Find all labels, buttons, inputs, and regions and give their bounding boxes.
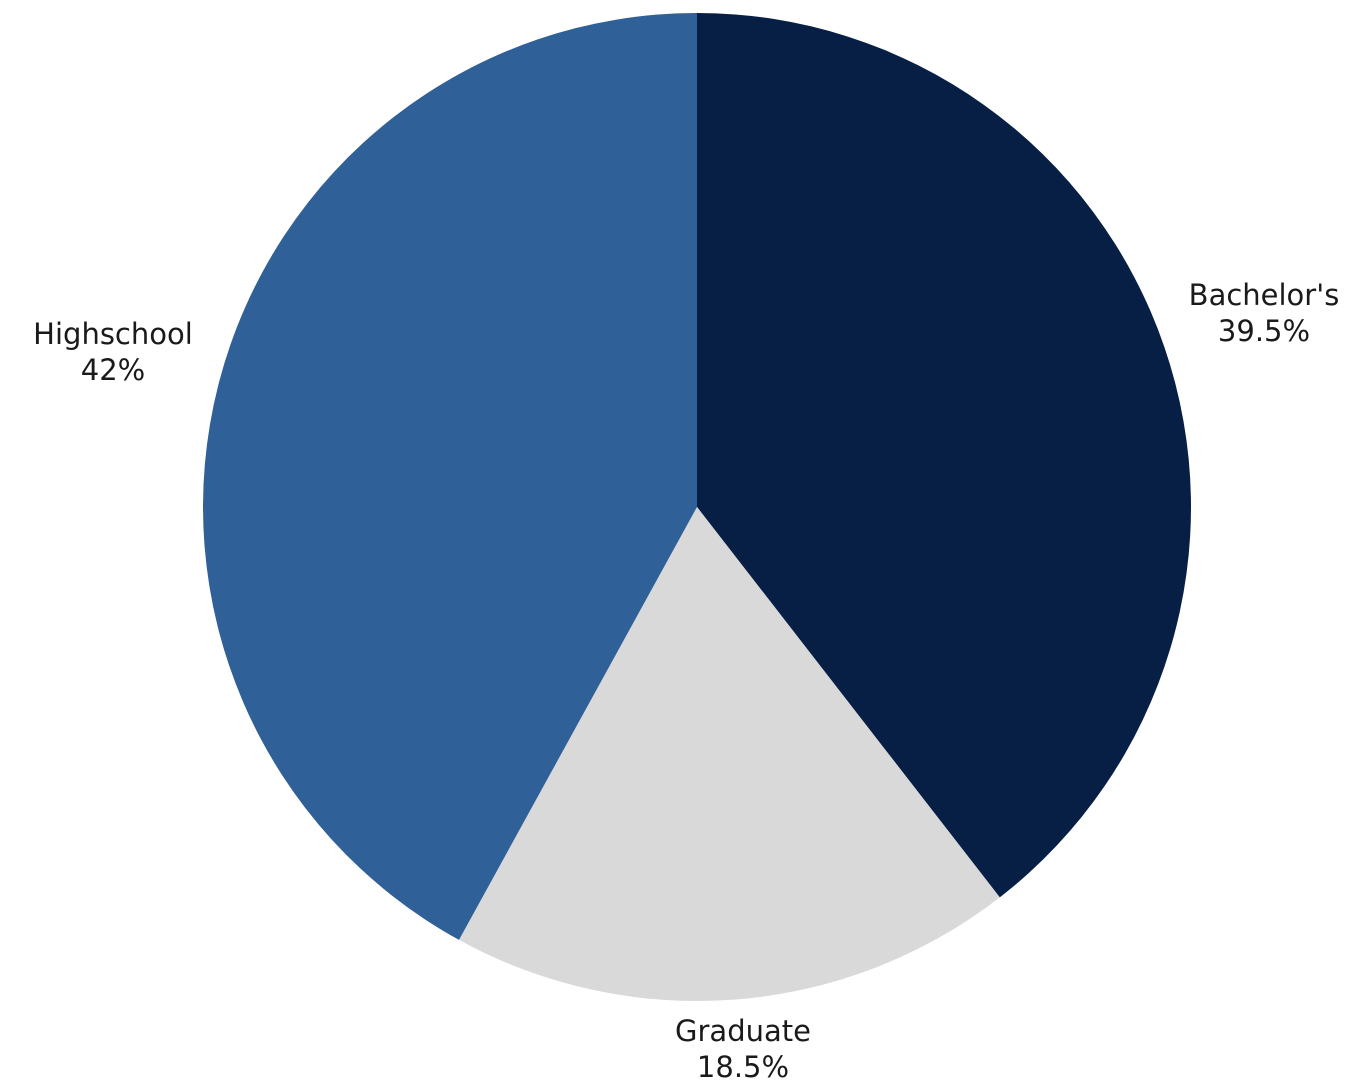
slice-value-highschool: 42% [81, 353, 145, 387]
slice-label-graduate: Graduate [675, 1014, 811, 1048]
pie-slice-bachelor-s [697, 13, 1191, 898]
pie-slice-graduate [459, 507, 1000, 1001]
slice-label-bachelor-s: Bachelor's [1189, 278, 1340, 312]
slice-value-bachelor-s: 39.5% [1218, 314, 1310, 348]
pie-slices [202, 13, 1191, 1001]
pie-slice-highschool [202, 13, 698, 940]
slice-label-highschool: Highschool [33, 317, 193, 351]
slice-value-graduate: 18.5% [697, 1050, 789, 1084]
